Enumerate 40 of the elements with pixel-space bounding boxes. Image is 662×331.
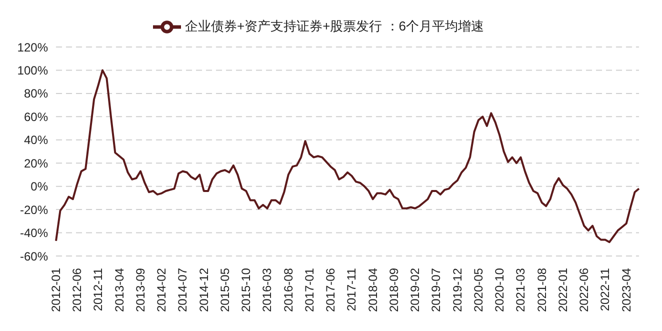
y-tick-label: -40% — [20, 226, 48, 240]
y-tick-label: -60% — [20, 249, 48, 264]
x-tick-label: 2019-12 — [450, 268, 464, 312]
x-tick-label: 2013-09 — [133, 268, 148, 312]
legend-label: 企业债券+资产支持证券+股票发行 ：6个月平均增速 — [184, 18, 484, 34]
x-tick-label: 2012-06 — [70, 268, 84, 312]
y-tick-label: 120% — [17, 40, 48, 54]
x-tick-label: 2021-08 — [534, 268, 549, 312]
x-tick-label: 2022-01 — [556, 268, 570, 312]
x-tick-label: 2013-04 — [112, 268, 126, 312]
x-tick-label: 2023-04 — [619, 268, 634, 312]
x-tick-label: 2020-10 — [492, 268, 507, 312]
y-tick-label: 40% — [24, 133, 48, 148]
y-tick-label: 100% — [17, 63, 48, 78]
x-tick-label: 2014-02 — [154, 268, 169, 312]
x-tick-label: 2014-07 — [176, 268, 190, 312]
x-tick-label: 2015-05 — [218, 268, 232, 312]
y-tick-label: -20% — [20, 202, 48, 217]
x-tick-label: 2019-07 — [429, 268, 444, 312]
x-tick-label: 2017-01 — [302, 268, 316, 312]
x-tick-label: 2020-05 — [471, 268, 486, 312]
x-tick-label: 2019-02 — [408, 268, 422, 312]
x-tick-label: 2022-06 — [577, 268, 592, 312]
x-tick-label: 2014-12 — [196, 268, 211, 312]
y-tick-label: 20% — [24, 156, 48, 170]
y-tick-label: 0% — [30, 180, 48, 194]
line-series — [55, 69, 640, 244]
x-tick-label: 2012-11 — [91, 268, 106, 312]
x-tick-label: 2017-11 — [344, 268, 359, 312]
y-tick-label: 80% — [24, 86, 48, 101]
x-tick-label: 2012-01 — [49, 268, 63, 312]
x-tick-label: 2016-08 — [281, 268, 296, 312]
x-tick-label: 2022-11 — [598, 268, 612, 312]
x-tick-label: 2018-04 — [366, 268, 380, 312]
x-tick-label: 2017-06 — [324, 268, 338, 312]
x-tick-label: 2016-03 — [260, 268, 274, 312]
x-tick-label: 2018-09 — [386, 268, 401, 312]
x-tick-label: 2015-10 — [239, 268, 254, 312]
x-tick-label: 2021-03 — [514, 268, 528, 312]
y-tick-label: 60% — [24, 110, 48, 124]
